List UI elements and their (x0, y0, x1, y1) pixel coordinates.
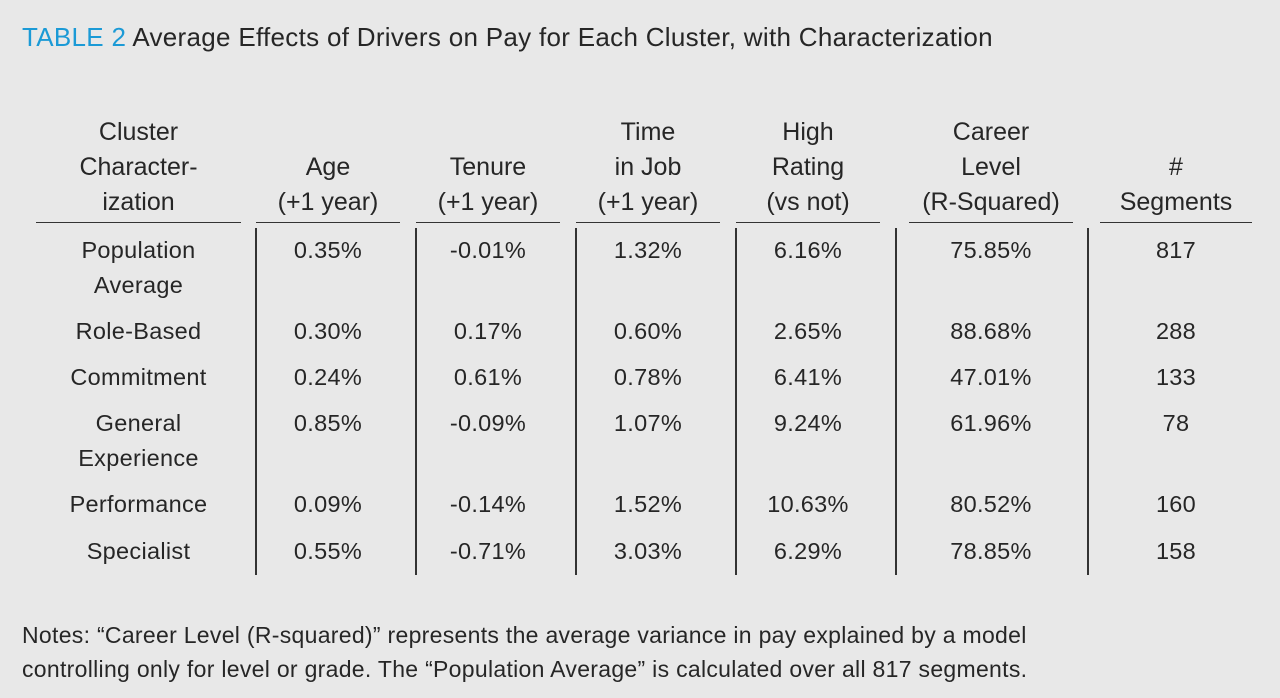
cell-time-in-job: 3.03% (613, 538, 683, 564)
row-label: Population Average (36, 233, 241, 303)
row-label: Specialist (36, 534, 241, 569)
header-line: ization (102, 188, 175, 216)
column-header-high-rating: High Rating (vs not) (736, 114, 880, 223)
cell-high-rating: 2.65% (773, 318, 843, 344)
cell-age: 0.30% (293, 318, 363, 344)
cell-age: 0.55% (293, 538, 363, 564)
cell-career-level: 61.96% (950, 410, 1032, 436)
cell-tenure: -0.01% (449, 237, 527, 263)
header-line: Career (952, 118, 1030, 146)
header-line: (R-Squared) (922, 188, 1060, 216)
row-label: Commitment (36, 360, 241, 395)
header-line: (+1 year) (597, 188, 699, 216)
header-line: Level (961, 153, 1021, 181)
header-line: Segments (1119, 188, 1233, 216)
cell-segments: 133 (1155, 364, 1197, 390)
header-line: (+1 year) (437, 188, 539, 216)
row-label: General Experience (36, 406, 241, 476)
column-header-time-in-job: Time in Job (+1 year) (576, 114, 720, 223)
cell-career-level: 47.01% (950, 364, 1032, 390)
cell-career-level: 75.85% (950, 237, 1032, 263)
column-divider (895, 228, 897, 575)
header-line: Rating (771, 153, 845, 181)
cell-high-rating: 10.63% (767, 491, 849, 517)
row-label-line: Specialist (86, 538, 191, 564)
table-caption: Average Effects of Drivers on Pay for Ea… (132, 22, 993, 52)
row-label-line: Average (93, 272, 184, 298)
cell-age: 0.85% (293, 410, 363, 436)
header-line: (vs not) (766, 188, 850, 216)
notes-line: Notes: “Career Level (R-squared)” repres… (22, 622, 1027, 648)
column-header-segments: # Segments (1100, 114, 1252, 223)
cell-tenure: -0.14% (449, 491, 527, 517)
cell-career-level: 88.68% (950, 318, 1032, 344)
cell-high-rating: 6.29% (773, 538, 843, 564)
row-label-line: Performance (69, 491, 208, 517)
cell-time-in-job: 0.78% (613, 364, 683, 390)
row-label-line: Experience (78, 445, 199, 471)
row-label: Role-Based (36, 314, 241, 349)
cell-segments: 160 (1155, 491, 1197, 517)
cell-age: 0.24% (293, 364, 363, 390)
header-line: in Job (614, 153, 682, 181)
table-notes: Notes: “Career Level (R-squared)” repres… (22, 618, 1027, 686)
cell-age: 0.35% (293, 237, 363, 263)
header-line: # (1169, 153, 1183, 181)
cell-time-in-job: 1.52% (613, 491, 683, 517)
cell-tenure: 0.17% (453, 318, 523, 344)
notes-line: controlling only for level or grade. The… (22, 656, 1028, 682)
table-label: TABLE 2 (22, 22, 127, 52)
header-line: Tenure (449, 153, 527, 181)
row-label-line: Commitment (70, 364, 207, 390)
cell-tenure: -0.71% (449, 538, 527, 564)
cell-high-rating: 6.16% (773, 237, 843, 263)
cell-time-in-job: 0.60% (613, 318, 683, 344)
cell-career-level: 80.52% (950, 491, 1032, 517)
column-divider (575, 228, 577, 575)
header-line: Time (620, 118, 676, 146)
row-label: Performance (36, 487, 241, 522)
header-line: Age (305, 153, 351, 181)
table-title: TABLE 2 Average Effects of Drivers on Pa… (22, 22, 993, 53)
column-divider (255, 228, 257, 575)
cell-segments: 817 (1155, 237, 1197, 263)
column-divider (1087, 228, 1089, 575)
column-header-career-level: Career Level (R-Squared) (909, 114, 1073, 223)
column-header-cluster: Cluster Character-ization (36, 114, 241, 223)
row-label-line: General (95, 410, 182, 436)
cell-segments: 158 (1155, 538, 1197, 564)
cell-segments: 288 (1155, 318, 1197, 344)
column-divider (415, 228, 417, 575)
cell-high-rating: 6.41% (773, 364, 843, 390)
cell-tenure: 0.61% (453, 364, 523, 390)
row-label-line: Population (81, 237, 196, 263)
header-line: High (782, 118, 834, 146)
cell-career-level: 78.85% (950, 538, 1032, 564)
cell-high-rating: 9.24% (773, 410, 843, 436)
header-line: (+1 year) (277, 188, 379, 216)
column-divider (735, 228, 737, 575)
cell-age: 0.09% (293, 491, 363, 517)
cell-segments: 78 (1162, 410, 1190, 436)
header-line: Character- (79, 153, 198, 181)
cell-time-in-job: 1.07% (613, 410, 683, 436)
header-line: Cluster (98, 118, 179, 146)
cell-time-in-job: 1.32% (613, 237, 683, 263)
row-label-line: Role-Based (75, 318, 202, 344)
cell-tenure: -0.09% (449, 410, 527, 436)
column-header-age: Age (+1 year) (256, 114, 400, 223)
column-header-tenure: Tenure (+1 year) (416, 114, 560, 223)
